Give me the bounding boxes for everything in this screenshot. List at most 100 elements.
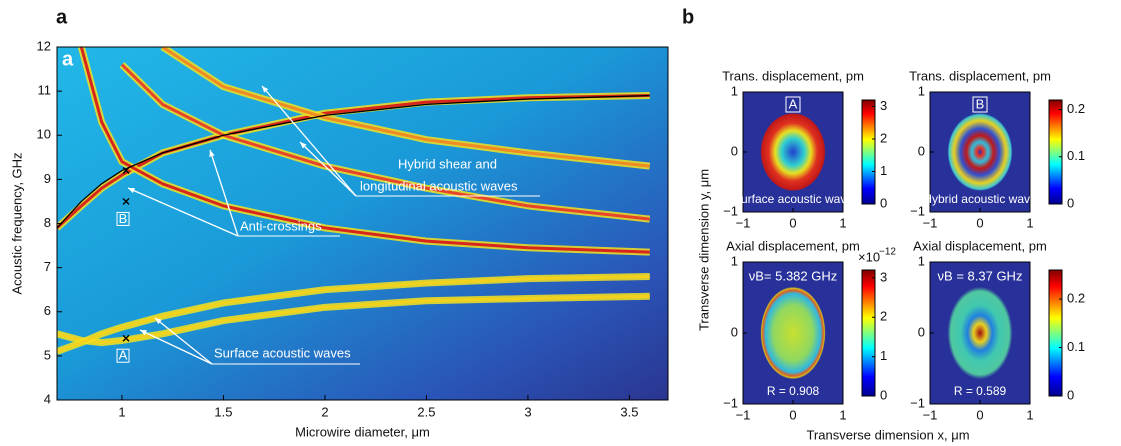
arrow: [127, 187, 239, 237]
arrow-head: [209, 150, 215, 157]
colorbar-tick-label: 0: [880, 387, 887, 402]
y-tick-label: 4: [44, 391, 51, 406]
panel-title: Axial displacement, pm: [726, 238, 860, 253]
y-tick-label: 6: [44, 303, 51, 318]
x-tick-label: 3: [524, 404, 531, 419]
arrow: [209, 149, 239, 237]
colorbar-tick-label: 0: [880, 195, 887, 210]
x-tick-label: 1: [118, 404, 125, 419]
label-box: [972, 96, 988, 113]
profile-panel: Axial displacement, pm −1 0 1 −1 0 1 νB = 8.37 …: [910, 238, 1085, 422]
y-tick-label: −1: [910, 395, 925, 410]
y-tick-label: −1: [723, 395, 738, 410]
annotation: Hybrid shear and: [398, 156, 497, 171]
label-box: [785, 96, 801, 113]
panel-title: Trans. displacement, pm: [722, 68, 864, 83]
x-axis-label: Microwire diameter, μm: [295, 424, 430, 439]
colorbar: [1048, 269, 1063, 397]
main-plot: 1 1.5 2 2.5 3 3.5 4 5 6 7 8 9 10 11 12 Microwire diamet…: [9, 38, 669, 439]
y-tick-label: −1: [910, 203, 925, 218]
marker-label: B: [119, 211, 128, 226]
x-tick-label: 1: [1026, 215, 1033, 230]
box-label: A: [789, 96, 798, 111]
box-label: B: [976, 96, 985, 111]
arrow: [299, 141, 357, 197]
mode-profile: [947, 286, 1013, 380]
colorbar-tick-label: 0.2: [1067, 101, 1085, 116]
y-tick-label: 8: [44, 215, 51, 230]
frequency-note: νB= 5.382 GHz: [749, 268, 838, 283]
x-tick-label: 2: [321, 404, 328, 419]
caption: Hybrid acoustic wave: [923, 192, 1037, 206]
colorbar: [861, 99, 876, 205]
marker: [122, 197, 130, 205]
x-tick-label: 0: [789, 407, 796, 422]
y-tick-label: −1: [723, 203, 738, 218]
mode-profile: [947, 113, 1013, 191]
panel-label: b: [682, 6, 694, 28]
marker-label: A: [119, 348, 128, 363]
label-box: [116, 211, 130, 226]
x-tick-label: 0: [976, 215, 983, 230]
y-tick-label: 0: [731, 324, 738, 339]
arrow-head: [300, 142, 307, 149]
y-tick-label: 1: [918, 83, 925, 98]
x-tick-label: −1: [736, 215, 751, 230]
x-tick-label: 1: [1026, 407, 1033, 422]
mode-profile: [760, 113, 826, 191]
panel-label: a: [56, 6, 68, 28]
x-tick-label: 0: [976, 407, 983, 422]
y-axis-label: Acoustic frequency, GHz: [9, 152, 24, 294]
colorbar-tick-label: 1: [880, 163, 887, 178]
mode-profile: [760, 286, 826, 380]
colorbar-tick-label: 3: [880, 269, 887, 284]
arrow-head: [128, 188, 135, 194]
annotation: Surface acoustic waves: [214, 345, 351, 360]
caption: Surface acoustic wave: [733, 192, 853, 206]
marker: [122, 167, 130, 175]
y-tick-label: 0: [918, 143, 925, 158]
y-axis-label: Transverse dimension y, μm: [696, 169, 711, 331]
colorbar-tick-label: 0: [1067, 195, 1074, 210]
x-tick-label: −1: [736, 407, 751, 422]
x-tick-label: 1: [839, 215, 846, 230]
x-axis-label: Transverse dimension x, μm: [806, 427, 969, 442]
y-tick-label: 1: [731, 253, 738, 268]
y-tick-label: 9: [44, 171, 51, 186]
profile-panel: Trans. displacement, pm −1 0 1 −1 0 1 A Surface …: [722, 68, 887, 230]
arrow-head: [140, 330, 147, 336]
fit-curve: [57, 94, 650, 229]
arrow: [139, 329, 213, 365]
colorbar-exponent: −12: [879, 247, 896, 258]
x-tick-label: 1: [839, 407, 846, 422]
x-tick-label: 2.5: [417, 404, 435, 419]
colorbar-tick-label: 1: [880, 348, 887, 363]
mode-curve: [57, 274, 650, 353]
mode-curve: [161, 47, 650, 168]
y-tick-label: 0: [731, 143, 738, 158]
caption: R = 0.589: [954, 384, 1007, 398]
panel-title: Trans. displacement, pm: [909, 68, 1051, 83]
y-tick-label: 1: [731, 83, 738, 98]
y-tick-label: 10: [37, 127, 51, 142]
inset-label: a: [62, 48, 74, 70]
y-tick-label: 0: [918, 324, 925, 339]
x-tick-label: −1: [923, 215, 938, 230]
panel-title: Axial displacement, pm: [913, 238, 1047, 253]
y-tick-label: 11: [38, 83, 52, 98]
x-tick-label: 0: [789, 215, 796, 230]
colorbar-tick-label: 0.1: [1067, 148, 1085, 163]
annotation: Anti-crossings: [240, 218, 322, 233]
y-tick-label: 7: [44, 259, 51, 274]
profile-panel: Trans. displacement, pm −1 0 1 −1 0 1 B Hybrid a…: [909, 68, 1085, 230]
annotation: longitudinal acoustic waves: [360, 178, 518, 193]
label-box: [116, 348, 130, 363]
arrow-head: [155, 318, 162, 325]
x-tick-label: 3.5: [620, 404, 638, 419]
marker: [122, 334, 130, 342]
arrow-head: [262, 86, 269, 93]
x-tick-label: −1: [923, 407, 938, 422]
y-tick-label: 1: [918, 253, 925, 268]
y-tick-label: 5: [44, 347, 51, 362]
